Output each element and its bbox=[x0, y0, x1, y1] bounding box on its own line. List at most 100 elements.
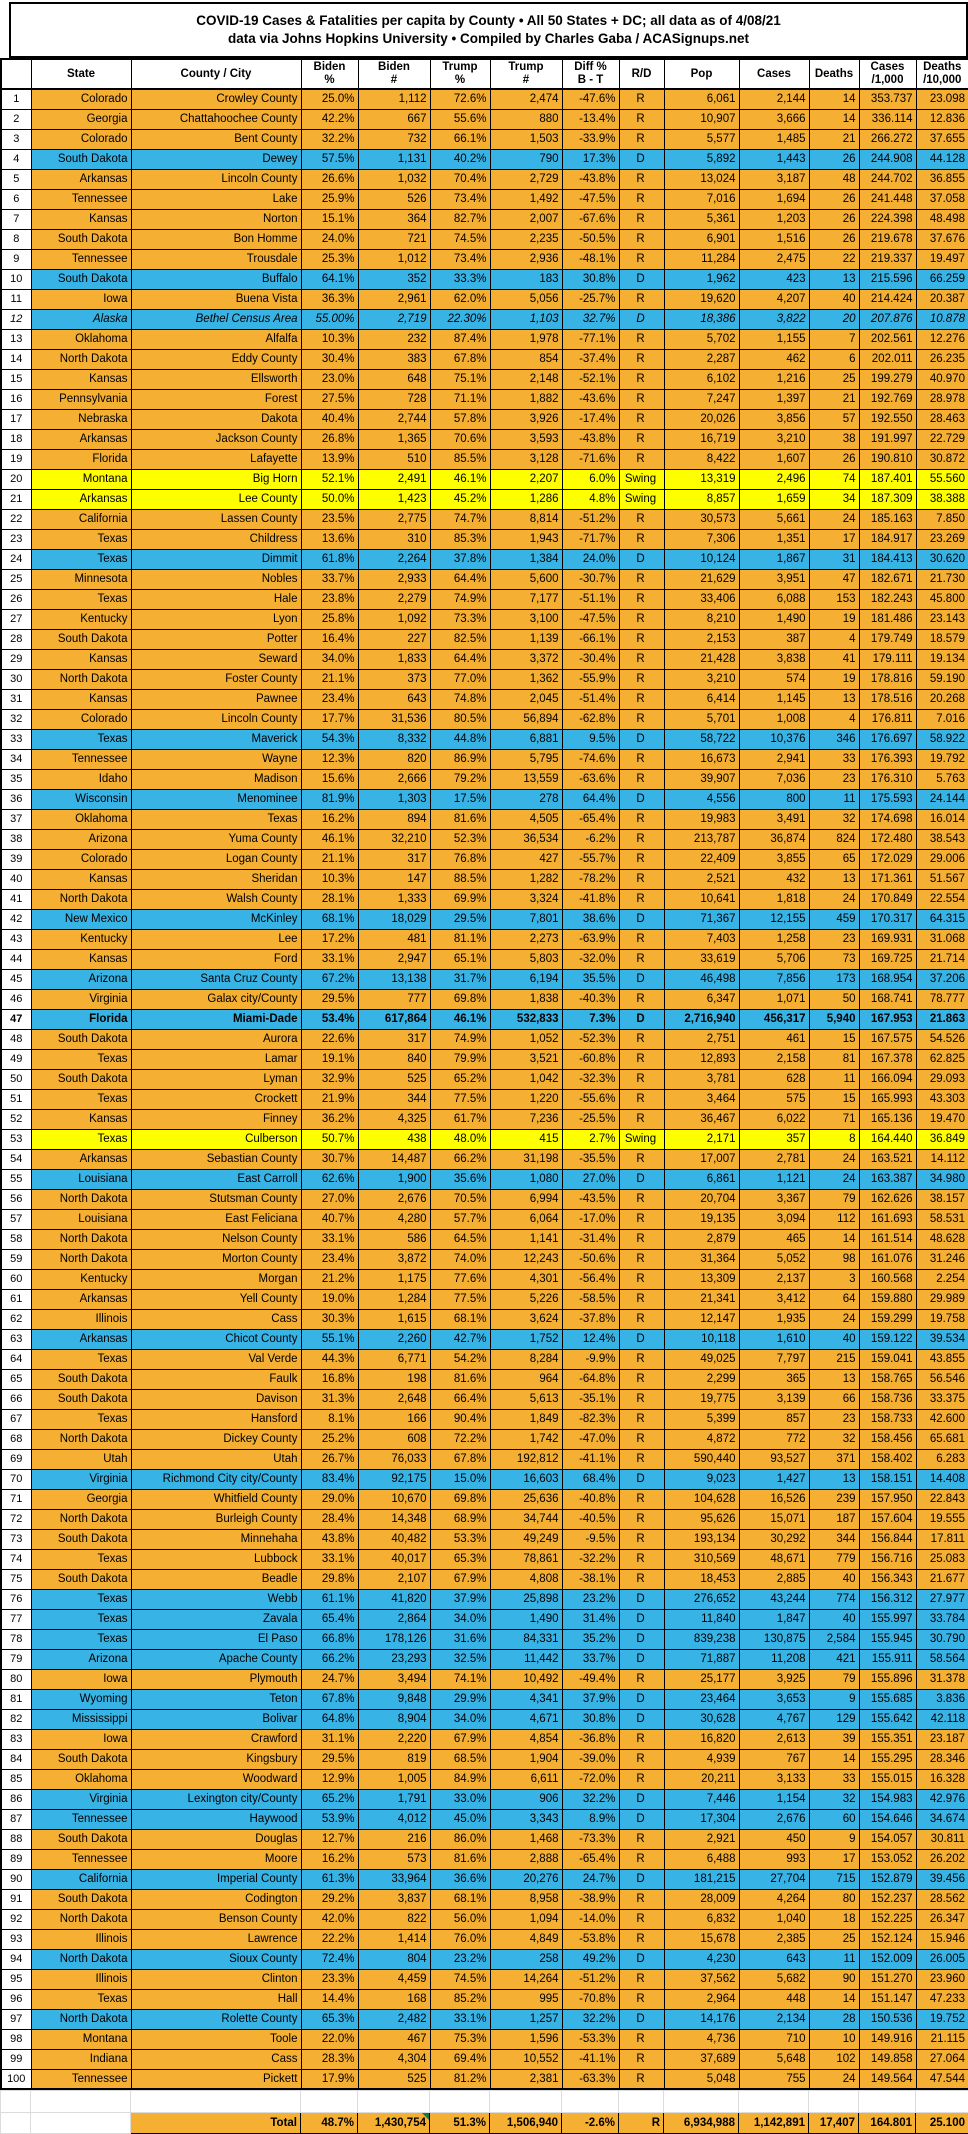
cell-biden-n: 227 bbox=[358, 629, 430, 649]
cell-county: Lincoln County bbox=[131, 169, 301, 189]
cell-county: Teton bbox=[131, 1689, 301, 1709]
cell-pop: 31,364 bbox=[664, 1249, 739, 1269]
cell-rd: R bbox=[619, 2049, 664, 2069]
cell-deaths-per-10k: 31.246 bbox=[916, 1249, 968, 1269]
cell-diff: 35.2% bbox=[562, 1629, 619, 1649]
cell-cases: 3,855 bbox=[739, 849, 809, 869]
cell-pop: 310,569 bbox=[664, 1549, 739, 1569]
cell-cases: 1,258 bbox=[739, 929, 809, 949]
row-number: 12 bbox=[1, 309, 31, 329]
cell-biden-pct: 55.00% bbox=[301, 309, 358, 329]
cell-trump-pct: 74.9% bbox=[430, 1029, 490, 1049]
cell-pop: 213,787 bbox=[664, 829, 739, 849]
cell-deaths-per-10k: 19.134 bbox=[916, 649, 968, 669]
cell-state: Kansas bbox=[31, 649, 131, 669]
cell-trump-pct: 88.5% bbox=[430, 869, 490, 889]
cell-deaths: 79 bbox=[809, 1189, 859, 1209]
cell-rd: R bbox=[619, 2029, 664, 2049]
cell-biden-n: 2,648 bbox=[358, 1389, 430, 1409]
cell-cases-per-1k: 151.270 bbox=[859, 1969, 916, 1989]
cell-cases: 1,867 bbox=[739, 549, 809, 569]
table-row: 99 Indiana Cass 28.3% 4,304 69.4% 10,552… bbox=[1, 2049, 968, 2069]
cell-cases-per-1k: 160.568 bbox=[859, 1269, 916, 1289]
cell-county: Ellsworth bbox=[131, 369, 301, 389]
cell-cases-per-1k: 169.931 bbox=[859, 929, 916, 949]
cell-diff: 64.4% bbox=[562, 789, 619, 809]
cell-cases-per-1k: 266.272 bbox=[859, 129, 916, 149]
cell-rd: R bbox=[619, 1389, 664, 1409]
cell-state: South Dakota bbox=[31, 1069, 131, 1089]
cell-trump-pct: 46.1% bbox=[430, 1009, 490, 1029]
cell-cases-per-1k: 214.424 bbox=[859, 289, 916, 309]
cell-rd: R bbox=[619, 1729, 664, 1749]
cell-biden-pct: 29.2% bbox=[301, 1889, 358, 1909]
cell-cases-per-1k: 156.716 bbox=[859, 1549, 916, 1569]
cell-cases: 423 bbox=[739, 269, 809, 289]
cell-trump-n: 415 bbox=[490, 1129, 562, 1149]
cell-biden-n: 573 bbox=[358, 1849, 430, 1869]
cell-biden-pct: 22.0% bbox=[301, 2029, 358, 2049]
table-row: 20 Montana Big Horn 52.1% 2,491 46.1% 2,… bbox=[1, 469, 968, 489]
cell-cases: 857 bbox=[739, 1409, 809, 1429]
cell-deaths-per-10k: 21.714 bbox=[916, 949, 968, 969]
cell-cases-per-1k: 244.702 bbox=[859, 169, 916, 189]
cell-cases: 1,607 bbox=[739, 449, 809, 469]
cell-trump-n: 3,100 bbox=[490, 609, 562, 629]
cell-deaths: 21 bbox=[809, 129, 859, 149]
cell-pop: 2,521 bbox=[664, 869, 739, 889]
cell-biden-n: 608 bbox=[358, 1429, 430, 1449]
cell-rd: R bbox=[619, 1289, 664, 1309]
cell-pop: 33,619 bbox=[664, 949, 739, 969]
cell-deaths-per-10k: 64.315 bbox=[916, 909, 968, 929]
cell-biden-n: 2,260 bbox=[358, 1329, 430, 1349]
cell-deaths-per-10k: 58.531 bbox=[916, 1209, 968, 1229]
cell-biden-pct: 65.2% bbox=[301, 1789, 358, 1809]
cell-state: Texas bbox=[31, 1349, 131, 1369]
cell-trump-pct: 36.6% bbox=[430, 1869, 490, 1889]
cell-deaths: 14 bbox=[809, 109, 859, 129]
cell-state: California bbox=[31, 1869, 131, 1889]
total-blank-state bbox=[31, 2113, 131, 2134]
cell-trump-n: 34,744 bbox=[490, 1509, 562, 1529]
cell-biden-n: 31,536 bbox=[358, 709, 430, 729]
cell-deaths: 23 bbox=[809, 769, 859, 789]
table-row: 33 Texas Maverick 54.3% 8,332 44.8% 6,88… bbox=[1, 729, 968, 749]
cell-trump-n: 6,194 bbox=[490, 969, 562, 989]
cell-biden-n: 18,029 bbox=[358, 909, 430, 929]
cell-trump-pct: 31.6% bbox=[430, 1629, 490, 1649]
row-number: 82 bbox=[1, 1709, 31, 1729]
cell-pop: 2,153 bbox=[664, 629, 739, 649]
table-row: 92 North Dakota Benson County 42.0% 822 … bbox=[1, 1909, 968, 1929]
cell-diff: 27.0% bbox=[562, 1169, 619, 1189]
cell-biden-pct: 13.9% bbox=[301, 449, 358, 469]
cell-diff: -41.1% bbox=[562, 1449, 619, 1469]
table-row: 8 South Dakota Bon Homme 24.0% 721 74.5%… bbox=[1, 229, 968, 249]
cell-county: East Carroll bbox=[131, 1169, 301, 1189]
cell-county: Codington bbox=[131, 1889, 301, 1909]
cell-cases: 10,376 bbox=[739, 729, 809, 749]
cell-rd: R bbox=[619, 869, 664, 889]
cell-biden-pct: 67.2% bbox=[301, 969, 358, 989]
cell-pop: 22,409 bbox=[664, 849, 739, 869]
cell-county: Foster County bbox=[131, 669, 301, 689]
cell-cases-per-1k: 152.879 bbox=[859, 1869, 916, 1889]
cell-county: Pawnee bbox=[131, 689, 301, 709]
table-row: 61 Arkansas Yell County 19.0% 1,284 77.5… bbox=[1, 1289, 968, 1309]
cell-cases-per-1k: 179.749 bbox=[859, 629, 916, 649]
cell-trump-pct: 90.4% bbox=[430, 1409, 490, 1429]
cell-pop: 17,304 bbox=[664, 1809, 739, 1829]
cell-deaths-per-10k: 43.303 bbox=[916, 1089, 968, 1109]
cell-deaths-per-10k: 62.825 bbox=[916, 1049, 968, 1069]
cell-pop: 18,386 bbox=[664, 309, 739, 329]
cell-cases-per-1k: 155.642 bbox=[859, 1709, 916, 1729]
cell-county: Richmond City city/County bbox=[131, 1469, 301, 1489]
cell-deaths-per-10k: 42.600 bbox=[916, 1409, 968, 1429]
cell-deaths: 2,584 bbox=[809, 1629, 859, 1649]
table-row: 22 California Lassen County 23.5% 2,775 … bbox=[1, 509, 968, 529]
cell-diff: -17.0% bbox=[562, 1209, 619, 1229]
cell-deaths-per-10k: 27.977 bbox=[916, 1589, 968, 1609]
cell-cases-per-1k: 179.111 bbox=[859, 649, 916, 669]
cell-diff: -31.4% bbox=[562, 1229, 619, 1249]
cell-county: Aurora bbox=[131, 1029, 301, 1049]
cell-deaths-per-10k: 58.564 bbox=[916, 1649, 968, 1669]
